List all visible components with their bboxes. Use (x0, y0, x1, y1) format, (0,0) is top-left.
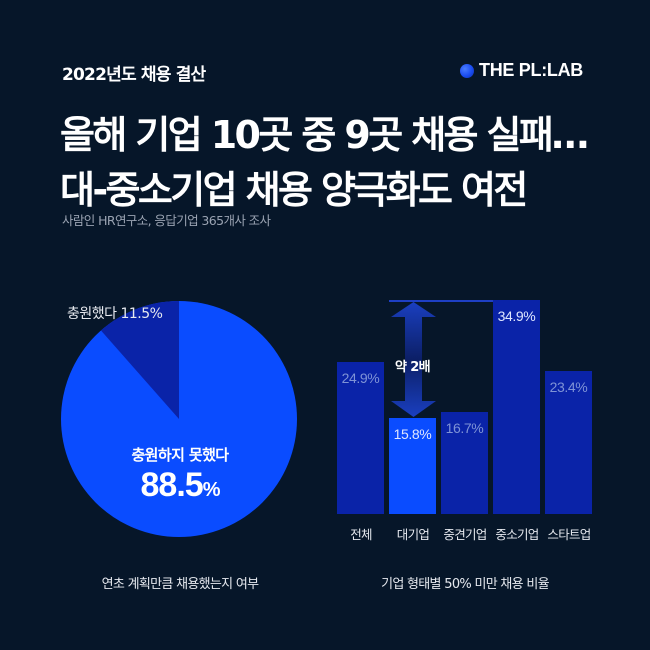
bar-category-label: 중견기업 (443, 527, 487, 542)
bar-value: 23.4% (549, 379, 588, 395)
pie-slice-filled (101, 301, 179, 419)
pie-caption: 연초 계획만큼 채용했는지 여부 (101, 577, 259, 592)
pie-minor-label: 충원했다 11.5% (67, 306, 163, 322)
brand-name: THE PL:LAB (479, 60, 583, 80)
bar-value: 15.8% (393, 426, 432, 442)
source-subtitle: 사람인 HR연구소, 응답기업 365개사 조사 (62, 213, 271, 228)
bar-total: 24.9% (337, 362, 384, 514)
bar-value: 34.9% (497, 308, 536, 324)
bar-midsize-company: 16.7% (441, 412, 488, 514)
blue-sphere-icon (460, 63, 474, 78)
pie-major-number: 88.5 (140, 466, 204, 504)
bar-large-company: 15.8% (389, 418, 436, 514)
bar-category-label: 스타트업 (547, 527, 591, 542)
bar-category-label: 전체 (350, 527, 372, 542)
brand-logo: THE PL:LAB (460, 60, 583, 81)
pie-major-label: 충원하지 못했다 (131, 446, 229, 464)
bar-caption: 기업 형태별 50% 미만 채용 비율 (381, 577, 550, 592)
page-title: 올해 기업 10곳 중 9곳 채용 실패… 대-중소기업 채용 양극화도 여전 (60, 108, 589, 218)
double-arrow-icon (391, 302, 436, 417)
bar-sme: 34.9% (493, 300, 540, 514)
bar-value: 24.9% (341, 370, 380, 386)
bar-startup: 23.4% (545, 371, 592, 514)
pie-major-value: 88.5% (90, 466, 270, 505)
ratio-annotation: 약 2배 (394, 360, 431, 375)
bar-category-label: 대기업 (396, 527, 430, 542)
pie-major-unit: % (202, 479, 221, 501)
reference-line (389, 300, 540, 302)
headline-line-2: 대-중소기업 채용 양극화도 여전 (60, 168, 528, 212)
bar-value: 16.7% (445, 420, 484, 436)
section-label: 2022년도 채용 결산 (62, 65, 206, 85)
bar-category-label: 중소기업 (495, 527, 539, 542)
headline-line-1: 올해 기업 10곳 중 9곳 채용 실패… (60, 113, 589, 157)
